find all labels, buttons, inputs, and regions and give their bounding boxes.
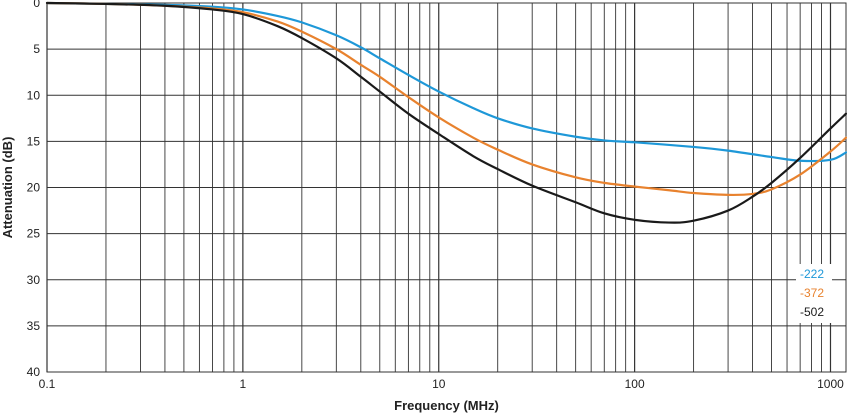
y-tick-label: 35	[27, 319, 41, 333]
tick-labels: 0 5 10 15 20 25 30 35 400.1 1 10 100 1000	[27, 0, 845, 391]
x-tick-label: 10	[432, 377, 446, 391]
y-tick-label: 25	[27, 227, 41, 241]
legend-entry: -502	[800, 305, 824, 319]
x-tick-label: 0.1	[39, 377, 56, 391]
y-tick-label: 15	[27, 134, 41, 148]
y-tick-label: 30	[27, 273, 41, 287]
x-tick-label: 1	[240, 377, 247, 391]
y-tick-label: 5	[33, 42, 40, 56]
legend-box	[796, 264, 832, 323]
x-axis-title: Frequency (MHz)	[394, 398, 499, 413]
y-axis-title: Attenuation (dB)	[0, 137, 15, 239]
legend: -222 -372 -502	[796, 264, 832, 323]
plot-border	[46, 2, 847, 373]
series-line-1	[45, 1, 847, 197]
y-tick-label: 40	[27, 365, 41, 379]
legend-entry: -222	[800, 267, 824, 281]
y-tick-label: 20	[27, 181, 41, 195]
y-tick-label: 10	[27, 88, 41, 102]
series-line-0	[45, 1, 847, 163]
grid	[46, 2, 847, 373]
legend-entry: -372	[800, 286, 824, 300]
x-tick-label: 100	[625, 377, 645, 391]
x-tick-label: 1000	[817, 377, 844, 391]
series-layer	[45, 1, 847, 224]
series-line-2	[45, 1, 847, 224]
y-tick-label: 0	[33, 0, 40, 10]
